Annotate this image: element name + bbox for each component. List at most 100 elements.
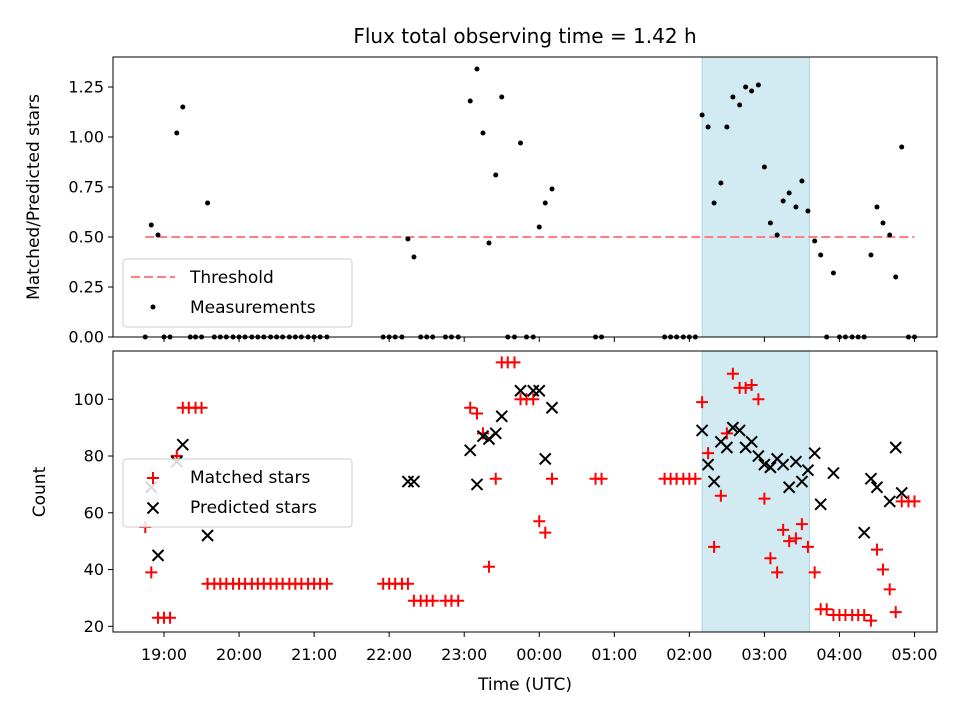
matched-stars-point [752,393,765,406]
measurement-point [774,232,780,238]
matched-stars-point [595,472,608,485]
predicted-stars-point [701,458,715,471]
measurement-point [699,112,705,118]
count-y-axis: 20 40 60 80 100 [73,390,113,636]
predicted-stars-point [201,529,214,542]
predicted-stars-point [539,452,552,466]
matched-stars-point [801,540,814,553]
predicted-stars-point [864,472,878,485]
measurement-point [887,232,893,238]
x-tick-label: 20:00 [216,645,262,664]
measurement-point [786,190,792,196]
predicted-stars-point [707,475,721,488]
matched-stars-point [726,367,739,380]
measurement-point [205,200,211,206]
matched-stars-point [452,594,465,607]
measurement-point [180,104,186,110]
matched-stars-point [820,603,833,616]
predicted-stars-point [883,495,896,508]
y-tick-label: 60 [84,503,104,522]
predicted-stars-point [870,481,884,494]
count-panel-frame [112,350,938,633]
predicted-stars-point [176,438,189,451]
y-tick-label: 0.50 [68,228,104,247]
count-legend: Matched stars Predicted stars [122,458,353,528]
x-tick-label: 23:00 [441,645,487,664]
predicted-stars-point [895,486,908,500]
measurement-point [868,252,874,258]
measurement-point [499,94,505,100]
measurement-point [874,204,880,210]
measurement-point [899,144,905,150]
matched-stars-point [777,523,790,536]
measurement-point [830,270,836,276]
matched-stars-point [739,381,752,394]
matched-stars-point [533,515,546,528]
matched-stars-point [864,614,877,627]
predicted-stars-point [695,424,709,437]
y-tick-label: 40 [84,560,104,579]
measurement-point [730,94,736,100]
y-tick-label: 20 [84,617,104,636]
measurement-point [749,88,755,94]
matched-stars-point [870,543,883,556]
y-tick-label: 0.75 [68,178,104,197]
measurements-legend-label: Measurements [190,298,316,318]
measurement-point [480,130,486,136]
matched-stars-point [720,427,733,440]
matched-stars-point [426,594,439,607]
time-x-axis-label: Time (UTC) [477,675,572,695]
count-legend-box [122,458,353,528]
ratio-panel: 0.00 0.25 0.50 0.75 1.00 1.25 Matched/Predict… [24,56,938,347]
measurement-point [711,200,717,206]
matched-stars-point [482,560,495,573]
matched-stars-point [889,606,902,619]
matched-stars-point [876,563,889,576]
matched-stars-point [508,356,521,369]
predicted-stars-point [464,444,477,457]
matched-stars-point [789,532,802,545]
x-tick-label: 02:00 [666,645,712,664]
measurement-point [542,200,548,206]
predicted-stars-point [814,498,827,511]
ratio-panel-frame [112,56,938,338]
measurement-point [155,232,161,238]
predicted-stars-point [776,458,790,471]
predicted-stars-point [476,429,490,443]
matched-stars-point [689,472,702,485]
matched-stars-point [702,447,715,460]
measurement-point [718,180,724,186]
matched-stars-point [546,472,559,485]
predicted-stars-point [489,427,502,440]
x-tick-label: 03:00 [741,645,787,664]
predicted-stars-point [745,435,758,449]
predicted-stars-point [764,461,777,474]
measurement-point [893,274,899,280]
predicted-stars-legend-marker [146,501,160,515]
measurement-point [405,236,411,242]
y-tick-label: 100 [73,390,104,409]
measurement-point [880,220,886,226]
time-x-axis: 19:00 20:00 21:00 22:00 23:00 00:00 01:00 02:00… [141,632,938,664]
measurement-point [743,84,749,90]
predicted-stars-point [720,441,734,454]
predicted-stars-point [726,421,740,434]
predicted-stars-point [151,549,165,562]
x-tick-label: 21:00 [291,645,337,664]
predicted-stars-point [801,464,815,477]
count-points [139,356,921,627]
x-tick-label: 01:00 [591,645,637,664]
matched-stars-point [145,566,158,579]
measurement-point [411,254,417,260]
measurement-point [724,124,730,130]
y-tick-label: 0.25 [68,278,104,297]
predicted-stars-point [827,466,840,480]
predicted-stars-point [889,441,902,454]
measurement-point [148,222,154,228]
predicted-stars-point [733,424,746,437]
y-tick-label: 1.00 [68,128,104,147]
predicted-stars-point [495,410,508,423]
x-tick-label: 22:00 [366,645,412,664]
